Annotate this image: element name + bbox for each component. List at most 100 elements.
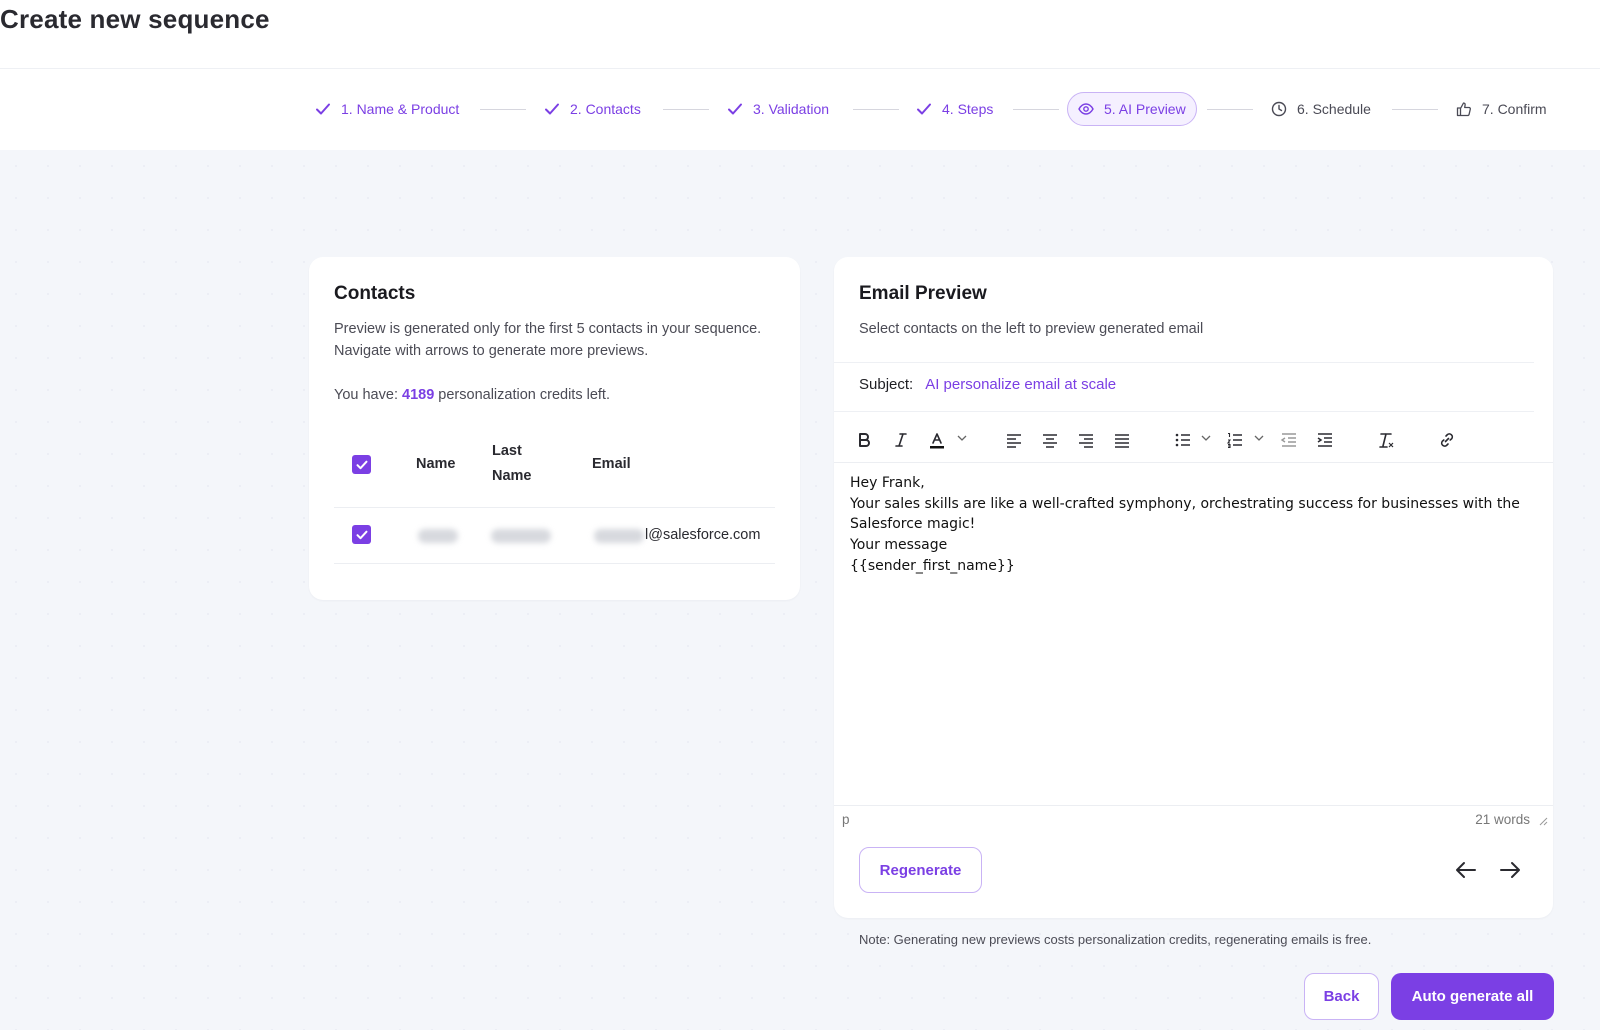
step-label: 4. Steps <box>942 101 994 117</box>
select-all-checkbox[interactable] <box>352 455 371 474</box>
chevron-down-icon[interactable] <box>1200 432 1212 444</box>
clear-formatting-button[interactable] <box>1373 427 1399 453</box>
align-center-icon <box>1043 434 1057 448</box>
element-path: p <box>842 812 850 827</box>
link-icon <box>1440 433 1454 447</box>
step-connector <box>1207 109 1253 110</box>
column-header-email[interactable]: Email <box>592 456 631 472</box>
align-left-button[interactable] <box>1001 427 1027 453</box>
outdent-icon <box>1280 433 1296 447</box>
regenerate-button[interactable]: Regenerate <box>859 847 982 893</box>
credits-suffix: personalization credits left. <box>438 387 610 403</box>
bullet-list-icon <box>1175 433 1190 447</box>
step-name-product[interactable]: 1. Name & Product <box>305 92 469 126</box>
align-right-button[interactable] <box>1073 427 1099 453</box>
step-ai-preview[interactable]: 5. AI Preview <box>1067 92 1197 126</box>
indent-button[interactable] <box>1312 427 1338 453</box>
subject-label: Subject: <box>859 376 914 393</box>
subject-row: Subject: AI personalize email at scale <box>859 376 1116 393</box>
email-body-editor[interactable]: Hey Frank, Your sales skills are like a … <box>850 473 1540 577</box>
check-icon <box>728 103 742 115</box>
next-contact-button[interactable] <box>1495 855 1525 885</box>
divider <box>834 362 1534 363</box>
email-body-line: Hey Frank, <box>850 475 925 491</box>
outdent-button[interactable] <box>1276 427 1302 453</box>
align-right-icon <box>1079 434 1093 448</box>
check-icon <box>917 103 931 115</box>
check-icon <box>316 103 330 115</box>
email-preview-title: Email Preview <box>859 283 987 304</box>
redacted-last-name <box>491 529 551 543</box>
editor-toolbar <box>834 417 1553 463</box>
eye-icon <box>1078 103 1094 115</box>
step-label: 6. Schedule <box>1297 101 1371 117</box>
checkmark-icon <box>356 530 367 539</box>
redacted-name <box>418 529 458 543</box>
clock-icon <box>1271 101 1287 117</box>
thumbs-up-icon <box>1456 102 1471 117</box>
auto-generate-all-button[interactable]: Auto generate all <box>1391 973 1554 1020</box>
email-preview-card: Email Preview Select contacts on the lef… <box>834 257 1553 918</box>
step-connector <box>1392 109 1438 110</box>
row-checkbox[interactable] <box>352 525 371 544</box>
step-label: 2. Contacts <box>570 101 641 117</box>
divider <box>834 411 1534 412</box>
credits-prefix: You have: <box>334 387 398 403</box>
subject-value[interactable]: AI personalize email at scale <box>925 376 1117 393</box>
step-connector <box>853 109 899 110</box>
divider <box>0 68 1600 69</box>
numbered-list-button[interactable] <box>1222 427 1248 453</box>
step-schedule[interactable]: 6. Schedule <box>1261 92 1381 126</box>
email-body-line: {{sender_first_name}} <box>850 557 1015 574</box>
step-validation[interactable]: 3. Validation <box>717 92 839 126</box>
step-label: 7. Confirm <box>1482 101 1547 117</box>
back-button[interactable]: Back <box>1304 973 1379 1020</box>
table-divider <box>334 563 775 564</box>
bold-button[interactable] <box>851 427 877 453</box>
previous-contact-button[interactable] <box>1451 855 1481 885</box>
align-justify-icon <box>1115 434 1129 448</box>
text-color-button[interactable] <box>924 427 950 453</box>
contacts-title: Contacts <box>334 283 416 304</box>
check-icon <box>545 103 559 115</box>
editor-status-bar: p 21 words <box>834 805 1553 835</box>
table-divider <box>334 507 775 508</box>
resize-handle-icon[interactable] <box>1538 816 1548 826</box>
step-label: 3. Validation <box>753 101 830 117</box>
contacts-card: Contacts Preview is generated only for t… <box>309 257 800 600</box>
align-left-icon <box>1007 434 1021 448</box>
chevron-down-icon[interactable] <box>1253 432 1265 444</box>
step-connector <box>663 109 709 110</box>
step-confirm[interactable]: 7. Confirm <box>1446 92 1557 126</box>
redacted-email-prefix <box>594 529 644 543</box>
step-contacts[interactable]: 2. Contacts <box>534 92 651 126</box>
clear-formatting-icon <box>1379 433 1394 448</box>
credits-count: 4189 <box>402 387 435 403</box>
link-button[interactable] <box>1434 427 1460 453</box>
email-cell: l@salesforce.com <box>645 527 761 543</box>
checkmark-icon <box>356 460 367 469</box>
email-body-line: Your sales skills are like a well-crafte… <box>850 495 1520 512</box>
step-steps[interactable]: 4. Steps <box>906 92 1003 126</box>
stepper: 1. Name & Product 2. Contacts 3. Validat… <box>0 92 1600 126</box>
italic-icon <box>895 433 907 447</box>
header: Create new sequence 1. Name & Product 2.… <box>0 0 1600 150</box>
step-label: 5. AI Preview <box>1104 101 1186 117</box>
email-preview-subtitle: Select contacts on the left to preview g… <box>859 321 1204 337</box>
italic-button[interactable] <box>888 427 914 453</box>
bullet-list-button[interactable] <box>1170 427 1196 453</box>
bold-icon <box>859 433 870 447</box>
chevron-down-icon[interactable] <box>956 432 968 444</box>
step-connector <box>1013 109 1059 110</box>
column-header-last-name[interactable]: Last Name <box>492 439 532 489</box>
page-title: Create new sequence <box>0 4 270 34</box>
credits-info: You have: 4189 personalization credits l… <box>334 387 610 403</box>
column-header-name[interactable]: Name <box>416 456 456 472</box>
word-count: 21 words <box>1475 812 1530 827</box>
align-justify-button[interactable] <box>1109 427 1135 453</box>
column-header-last-name-line1: Last <box>492 443 522 459</box>
arrow-left-icon <box>1456 862 1476 878</box>
align-center-button[interactable] <box>1037 427 1063 453</box>
credits-note: Note: Generating new previews costs pers… <box>859 932 1372 947</box>
numbered-list-icon <box>1226 432 1242 449</box>
